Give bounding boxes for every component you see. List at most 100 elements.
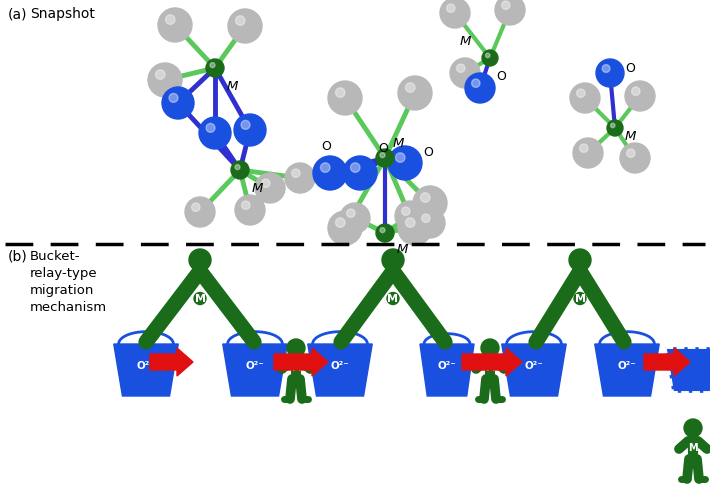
Text: M: M bbox=[625, 129, 636, 142]
Circle shape bbox=[684, 419, 702, 437]
Circle shape bbox=[465, 73, 495, 103]
Polygon shape bbox=[502, 344, 567, 396]
Text: M: M bbox=[291, 363, 301, 373]
Circle shape bbox=[611, 123, 615, 128]
Text: O²⁻: O²⁻ bbox=[437, 361, 457, 371]
Circle shape bbox=[402, 207, 410, 215]
Circle shape bbox=[343, 156, 377, 190]
Text: O: O bbox=[496, 69, 506, 82]
Text: M: M bbox=[397, 243, 408, 256]
Circle shape bbox=[148, 63, 182, 97]
Text: (b): (b) bbox=[8, 250, 28, 264]
Text: O: O bbox=[625, 61, 635, 75]
Text: M: M bbox=[388, 294, 398, 305]
Text: M: M bbox=[574, 294, 586, 305]
Circle shape bbox=[376, 224, 394, 242]
Polygon shape bbox=[688, 437, 698, 459]
Circle shape bbox=[158, 8, 192, 42]
Text: Bucket-
relay-type
migration
mechanism: Bucket- relay-type migration mechanism bbox=[30, 250, 107, 314]
Circle shape bbox=[632, 87, 640, 95]
Circle shape bbox=[387, 292, 399, 305]
Circle shape bbox=[573, 138, 603, 168]
Circle shape bbox=[285, 163, 315, 193]
Circle shape bbox=[620, 143, 650, 173]
Text: O²⁻: O²⁻ bbox=[136, 361, 155, 371]
Circle shape bbox=[328, 211, 362, 245]
Circle shape bbox=[388, 146, 422, 180]
Circle shape bbox=[625, 81, 655, 111]
Circle shape bbox=[206, 123, 215, 132]
Circle shape bbox=[320, 163, 330, 172]
Text: M: M bbox=[393, 137, 405, 150]
Circle shape bbox=[328, 81, 362, 115]
Circle shape bbox=[206, 59, 224, 77]
Circle shape bbox=[210, 62, 215, 68]
Circle shape bbox=[486, 53, 490, 58]
Circle shape bbox=[405, 218, 415, 227]
Polygon shape bbox=[462, 348, 522, 376]
Polygon shape bbox=[665, 348, 710, 392]
Circle shape bbox=[162, 87, 194, 119]
Circle shape bbox=[457, 64, 465, 72]
Circle shape bbox=[405, 83, 415, 92]
Circle shape bbox=[292, 169, 300, 178]
Circle shape bbox=[185, 197, 215, 227]
Polygon shape bbox=[114, 344, 178, 396]
Circle shape bbox=[235, 164, 240, 170]
Circle shape bbox=[380, 153, 385, 158]
Circle shape bbox=[579, 144, 588, 152]
Polygon shape bbox=[223, 344, 288, 396]
Circle shape bbox=[471, 79, 480, 87]
Circle shape bbox=[231, 161, 249, 179]
Circle shape bbox=[194, 292, 206, 305]
Polygon shape bbox=[644, 348, 690, 376]
Text: Snapshot: Snapshot bbox=[30, 7, 95, 21]
Text: O: O bbox=[321, 140, 331, 153]
Circle shape bbox=[574, 292, 586, 305]
Polygon shape bbox=[291, 357, 301, 379]
Text: O²⁻: O²⁻ bbox=[525, 361, 543, 371]
Text: M: M bbox=[252, 182, 263, 195]
Circle shape bbox=[382, 249, 404, 271]
Circle shape bbox=[569, 249, 591, 271]
Circle shape bbox=[235, 195, 265, 225]
Circle shape bbox=[596, 59, 624, 87]
Circle shape bbox=[395, 201, 425, 231]
Circle shape bbox=[627, 149, 635, 158]
Circle shape bbox=[287, 339, 305, 357]
Circle shape bbox=[420, 193, 430, 203]
Circle shape bbox=[570, 83, 600, 113]
Text: O²⁻: O²⁻ bbox=[331, 361, 349, 371]
Circle shape bbox=[241, 121, 250, 129]
Circle shape bbox=[336, 218, 345, 227]
Circle shape bbox=[577, 89, 585, 98]
Polygon shape bbox=[150, 348, 193, 376]
Circle shape bbox=[495, 0, 525, 25]
Text: M: M bbox=[460, 35, 471, 48]
Text: M: M bbox=[227, 80, 239, 93]
Text: (a): (a) bbox=[8, 7, 28, 21]
Polygon shape bbox=[420, 344, 474, 396]
Polygon shape bbox=[307, 344, 372, 396]
Text: M: M bbox=[485, 363, 495, 373]
Circle shape bbox=[602, 64, 610, 72]
Polygon shape bbox=[485, 357, 495, 379]
Circle shape bbox=[415, 208, 445, 238]
Circle shape bbox=[376, 149, 394, 167]
Circle shape bbox=[346, 209, 355, 217]
Circle shape bbox=[351, 163, 360, 172]
Circle shape bbox=[199, 117, 231, 149]
Circle shape bbox=[340, 203, 370, 233]
Circle shape bbox=[440, 0, 470, 28]
Circle shape bbox=[236, 16, 245, 25]
Circle shape bbox=[380, 227, 385, 233]
Circle shape bbox=[450, 58, 480, 88]
Circle shape bbox=[313, 156, 347, 190]
Circle shape bbox=[413, 186, 447, 220]
Circle shape bbox=[255, 173, 285, 203]
Polygon shape bbox=[595, 344, 660, 396]
Text: O²⁻: O²⁻ bbox=[618, 361, 636, 371]
Circle shape bbox=[261, 179, 270, 187]
Circle shape bbox=[481, 339, 499, 357]
Circle shape bbox=[482, 50, 498, 66]
